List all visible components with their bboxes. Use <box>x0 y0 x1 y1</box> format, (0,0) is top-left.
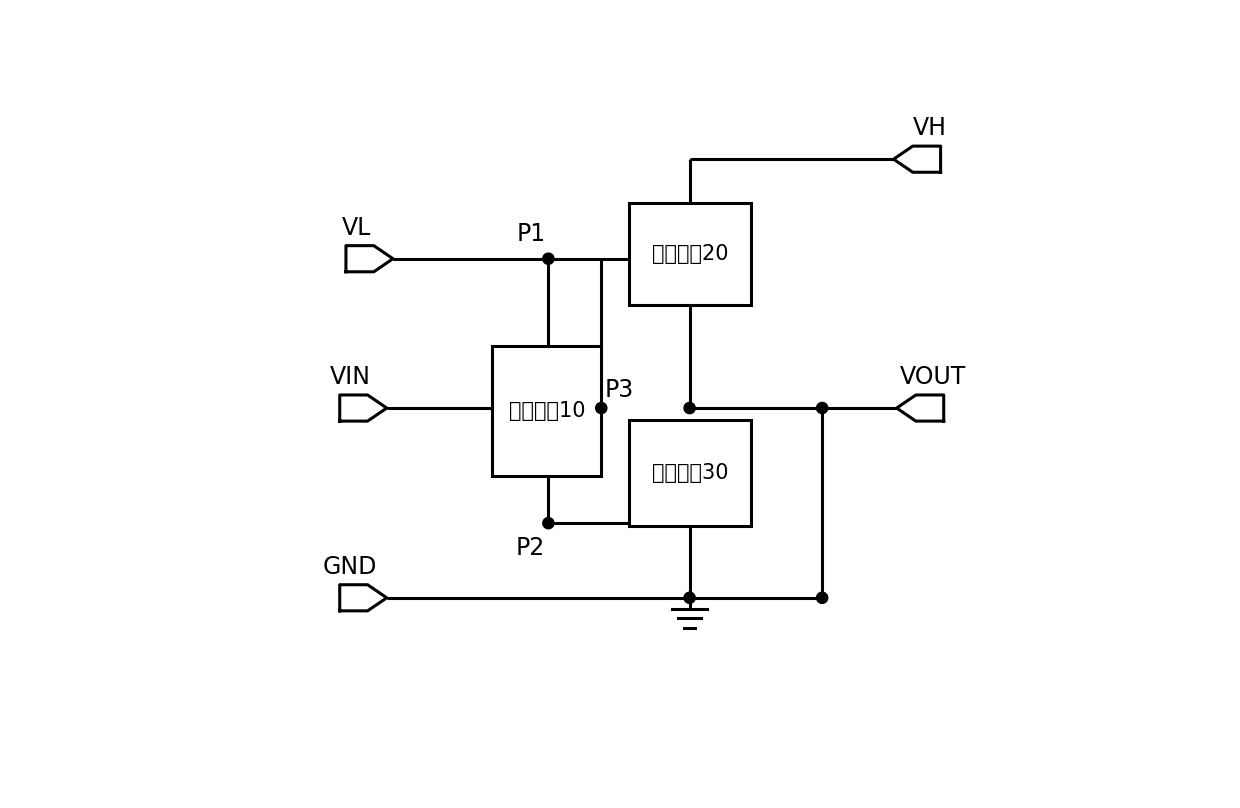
Text: VL: VL <box>342 216 371 239</box>
Bar <box>629 203 750 305</box>
Circle shape <box>543 253 554 264</box>
Text: 升压模块20: 升压模块20 <box>652 244 728 264</box>
Circle shape <box>817 402 828 414</box>
Text: VH: VH <box>913 116 947 140</box>
Circle shape <box>543 518 554 528</box>
Text: 输入模块10: 输入模块10 <box>508 401 585 421</box>
Circle shape <box>684 402 696 414</box>
Circle shape <box>595 402 606 414</box>
Text: GND: GND <box>322 554 377 579</box>
Text: VIN: VIN <box>330 365 371 389</box>
Text: VOUT: VOUT <box>900 365 966 389</box>
Text: 降压模块30: 降压模块30 <box>652 463 728 483</box>
Circle shape <box>684 592 696 604</box>
Bar <box>629 420 750 526</box>
Circle shape <box>817 592 828 604</box>
Text: P3: P3 <box>604 378 634 402</box>
Bar <box>492 346 601 477</box>
Text: P1: P1 <box>516 222 546 246</box>
Text: P2: P2 <box>516 536 546 560</box>
